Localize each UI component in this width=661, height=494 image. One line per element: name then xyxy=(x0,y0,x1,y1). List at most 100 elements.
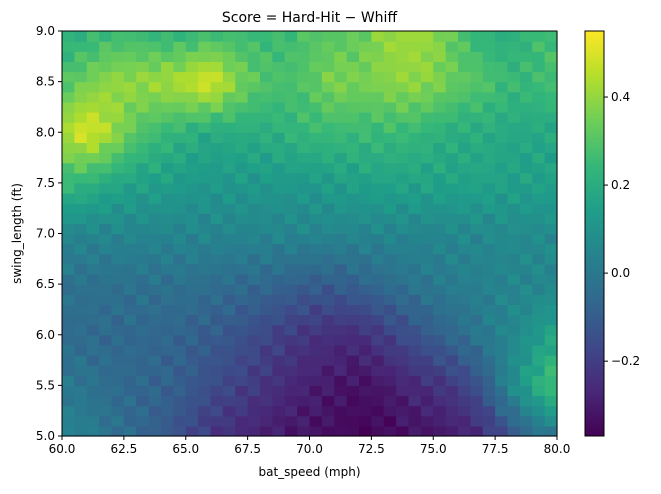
heatmap-cell xyxy=(322,355,335,366)
heatmap-cell xyxy=(297,41,310,52)
heatmap-cell xyxy=(223,112,236,123)
heatmap-cell xyxy=(322,406,335,417)
heatmap-cell xyxy=(62,112,75,123)
heatmap-cell xyxy=(136,92,149,103)
heatmap-cell xyxy=(483,132,496,143)
heatmap-cell xyxy=(272,72,285,83)
heatmap-cell xyxy=(161,193,174,204)
heatmap-cell xyxy=(297,396,310,407)
heatmap-cell xyxy=(446,102,459,113)
heatmap-cell xyxy=(198,274,211,285)
heatmap-cell xyxy=(458,284,471,295)
heatmap-cell xyxy=(409,355,422,366)
heatmap-cell xyxy=(421,193,434,204)
heatmap-cell xyxy=(149,223,162,234)
heatmap-cell xyxy=(396,132,409,143)
heatmap-cell xyxy=(112,153,125,164)
heatmap-cell xyxy=(347,142,360,153)
heatmap-cell xyxy=(458,82,471,93)
heatmap-cell xyxy=(483,92,496,103)
heatmap-cell xyxy=(359,153,372,164)
heatmap-cell xyxy=(186,153,199,164)
heatmap-cell xyxy=(470,315,483,326)
heatmap-cell xyxy=(371,223,384,234)
heatmap-cell xyxy=(322,183,335,194)
heatmap-cell xyxy=(433,193,446,204)
heatmap-cell xyxy=(458,294,471,305)
heatmap-cell xyxy=(347,122,360,133)
heatmap-cell xyxy=(495,61,508,72)
heatmap-cell xyxy=(136,264,149,275)
heatmap-cell xyxy=(347,82,360,93)
heatmap-cell xyxy=(136,102,149,113)
heatmap-cell xyxy=(396,406,409,417)
heatmap-cell xyxy=(520,274,533,285)
heatmap-cell xyxy=(421,213,434,224)
heatmap-cell xyxy=(322,31,335,42)
heatmap-cell xyxy=(446,375,459,386)
heatmap-cell xyxy=(458,365,471,376)
heatmap-cell xyxy=(409,61,422,72)
heatmap-cell xyxy=(322,335,335,346)
heatmap-cell xyxy=(149,345,162,356)
heatmap-cell xyxy=(532,385,545,396)
heatmap-cell xyxy=(371,183,384,194)
heatmap-cell xyxy=(272,294,285,305)
heatmap-cell xyxy=(186,416,199,427)
heatmap-cell xyxy=(211,254,224,265)
heatmap-cell xyxy=(433,51,446,62)
heatmap-cell xyxy=(112,315,125,326)
heatmap-cell xyxy=(371,153,384,164)
heatmap-cell xyxy=(409,183,422,194)
heatmap-cell xyxy=(421,234,434,245)
heatmap-cell xyxy=(310,345,323,356)
heatmap-cell xyxy=(136,72,149,83)
heatmap-cell xyxy=(347,294,360,305)
heatmap-cell xyxy=(285,396,298,407)
heatmap-cell xyxy=(248,426,261,437)
heatmap-cell xyxy=(173,31,186,42)
heatmap-cell xyxy=(384,264,397,275)
heatmap-cell xyxy=(186,112,199,123)
heatmap-cell xyxy=(74,335,87,346)
heatmap-cell xyxy=(198,203,211,214)
heatmap-cell xyxy=(161,406,174,417)
heatmap-cell xyxy=(173,61,186,72)
heatmap-cell xyxy=(532,102,545,113)
heatmap-cell xyxy=(112,416,125,427)
heatmap-cell xyxy=(396,72,409,83)
heatmap-cell xyxy=(409,345,422,356)
heatmap-cell xyxy=(99,183,112,194)
heatmap-cell xyxy=(532,173,545,184)
heatmap-cell xyxy=(248,223,261,234)
heatmap-cell xyxy=(545,41,558,52)
heatmap-cell xyxy=(458,41,471,52)
heatmap-cell xyxy=(359,203,372,214)
heatmap-cell xyxy=(272,173,285,184)
heatmap-cell xyxy=(310,193,323,204)
heatmap-cell xyxy=(347,173,360,184)
y-tick-label: 9.0 xyxy=(36,24,55,38)
heatmap-cell xyxy=(458,203,471,214)
heatmap-cell xyxy=(186,82,199,93)
heatmap-cell xyxy=(545,153,558,164)
heatmap-cell xyxy=(520,173,533,184)
heatmap-cell xyxy=(285,335,298,346)
heatmap-cell xyxy=(272,304,285,315)
heatmap-cell xyxy=(62,72,75,83)
heatmap-cell xyxy=(186,213,199,224)
heatmap-cell xyxy=(545,294,558,305)
heatmap-cell xyxy=(508,304,521,315)
heatmap-cell xyxy=(322,132,335,143)
heatmap-cell xyxy=(371,416,384,427)
heatmap-cell xyxy=(74,153,87,164)
heatmap-cell xyxy=(161,92,174,103)
heatmap-cell xyxy=(495,173,508,184)
heatmap-cell xyxy=(545,315,558,326)
heatmap-cell xyxy=(409,406,422,417)
heatmap-cell xyxy=(396,416,409,427)
heatmap-cell xyxy=(186,72,199,83)
heatmap-cell xyxy=(446,223,459,234)
heatmap-cell xyxy=(87,132,100,143)
heatmap-cell xyxy=(99,355,112,366)
